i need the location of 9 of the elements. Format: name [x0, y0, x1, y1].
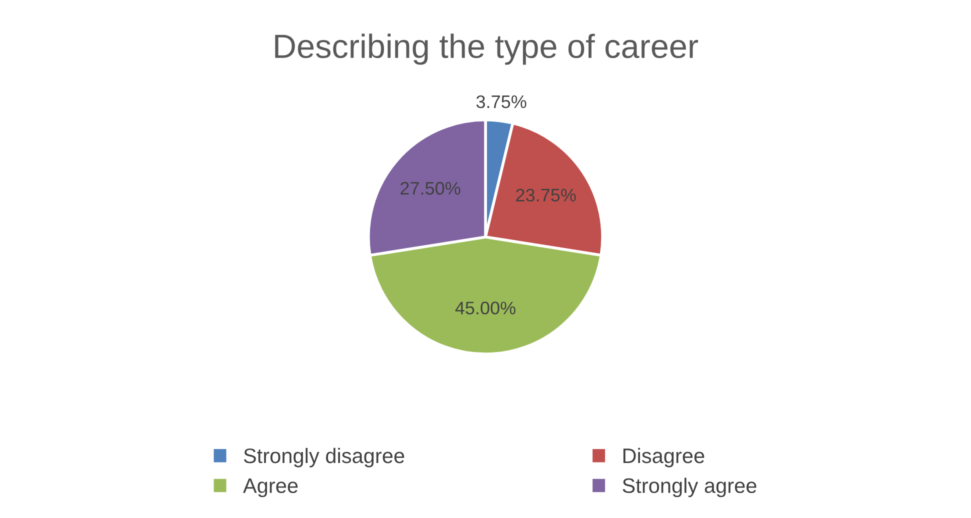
- legend-label: Strongly agree: [622, 478, 756, 498]
- chart-title: Describing the type of career: [275, 34, 698, 65]
- data-label: 27.50%: [400, 182, 460, 195]
- data-label: 3.75%: [476, 95, 526, 108]
- legend-label: Strongly disagree: [244, 448, 404, 468]
- data-label: 23.75%: [516, 188, 576, 202]
- legend-label: Disagree: [623, 448, 704, 468]
- legend-label: Agree: [242, 478, 298, 498]
- data-label: 45.00%: [455, 302, 516, 314]
